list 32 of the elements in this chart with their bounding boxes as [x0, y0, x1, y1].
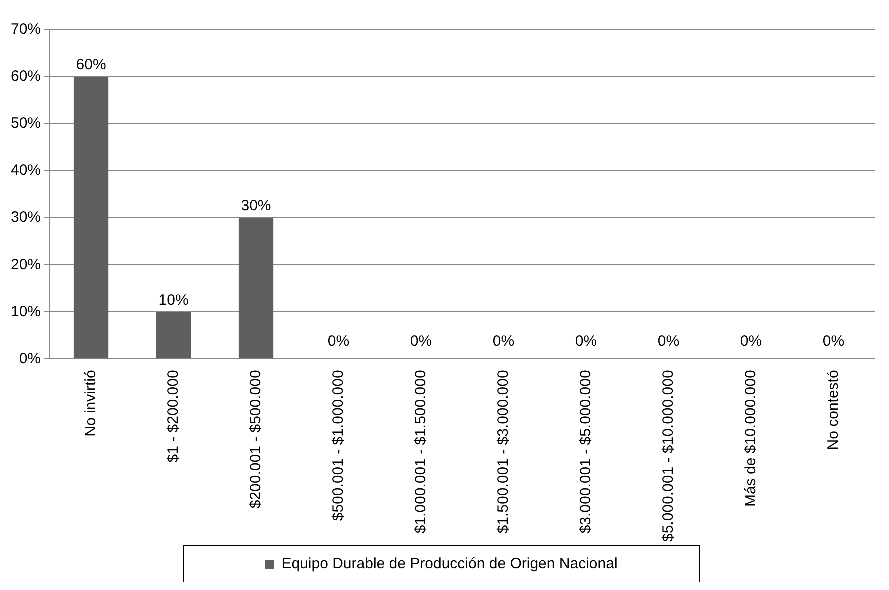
- data-label: 10%: [158, 292, 189, 309]
- bar: [156, 312, 192, 359]
- bar: [238, 218, 274, 359]
- x-tick-label: No invirtió: [82, 370, 100, 437]
- data-label: 0%: [658, 332, 680, 350]
- x-tick-label: $1.000.001 - $1.500.000: [412, 370, 430, 534]
- x-tick-label: $1 - $200.000: [164, 370, 182, 463]
- x-tick-label: No contestó: [824, 370, 842, 450]
- data-label: 0%: [328, 332, 350, 350]
- x-tick-label: $3.000.001 - $5.000.000: [577, 370, 594, 534]
- y-tick-label: 60%: [10, 68, 42, 86]
- data-label: 60%: [76, 56, 106, 74]
- data-label: 0%: [575, 332, 598, 350]
- legend-label: Equipo Durable de Producción de Origen Nacional: [282, 556, 618, 573]
- y-tick-label: 70%: [10, 21, 42, 38]
- x-tick-label: $1.500.001 - $3.000.000: [494, 370, 512, 534]
- data-label: 0%: [410, 332, 432, 350]
- y-tick-label: 10%: [10, 303, 42, 320]
- x-tick-label: $500.001 - $1.000.000: [330, 370, 347, 522]
- y-tick-label: 30%: [10, 209, 42, 226]
- data-label: 0%: [492, 332, 515, 350]
- y-tick-label: 40%: [10, 162, 42, 180]
- bar: [74, 77, 109, 359]
- y-tick-label: 50%: [10, 115, 42, 132]
- data-label: 0%: [740, 332, 762, 350]
- x-tick-label: Más de $10.000.000: [742, 370, 760, 507]
- y-tick-label: 0%: [19, 350, 42, 368]
- data-label: 30%: [241, 198, 272, 215]
- y-tick-label: 20%: [10, 256, 42, 274]
- x-tick-label: $5.000.001 - $10.000.000: [660, 370, 677, 542]
- x-tick-label: $200.001 - $500.000: [247, 370, 264, 509]
- data-label: 0%: [822, 332, 845, 350]
